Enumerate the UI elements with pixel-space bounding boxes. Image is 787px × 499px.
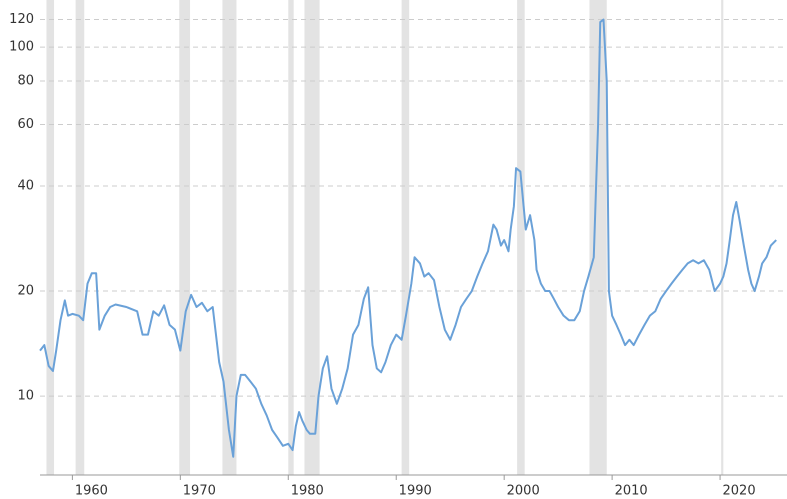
recession-band xyxy=(46,0,55,475)
x-tick-label: 1960 xyxy=(75,484,108,499)
x-tick-label: 1980 xyxy=(291,484,324,499)
recession-band xyxy=(288,0,294,475)
recession-band xyxy=(75,0,85,475)
x-tick-label: 1990 xyxy=(399,484,432,499)
y-tick-label: 80 xyxy=(17,73,34,88)
recession-bands xyxy=(46,0,724,475)
x-tick-label: 2010 xyxy=(615,484,648,499)
recession-band xyxy=(304,0,320,475)
line xyxy=(39,18,777,458)
recession-band xyxy=(589,0,607,475)
recession-band xyxy=(721,0,724,475)
grid xyxy=(40,19,787,480)
recession-band xyxy=(517,0,525,475)
y-tick-label: 100 xyxy=(9,40,34,55)
recession-band xyxy=(179,0,191,475)
labels: 10 20 40 60 80 100 120 1960 1970 1980 1990 2000 2010… xyxy=(9,12,755,498)
recession-band xyxy=(401,0,410,475)
x-tick-label: 1970 xyxy=(183,484,216,499)
y-tick-label: 60 xyxy=(17,117,34,132)
plot xyxy=(39,18,777,458)
y-tick-label: 20 xyxy=(17,284,34,299)
x-tick-label: 2000 xyxy=(507,484,540,499)
y-tick-label: 120 xyxy=(9,12,34,27)
x-tick-label: 2020 xyxy=(723,484,756,499)
y-tick-label: 10 xyxy=(17,389,34,404)
y-tick-label: 40 xyxy=(17,178,34,193)
recession-band xyxy=(222,0,237,475)
